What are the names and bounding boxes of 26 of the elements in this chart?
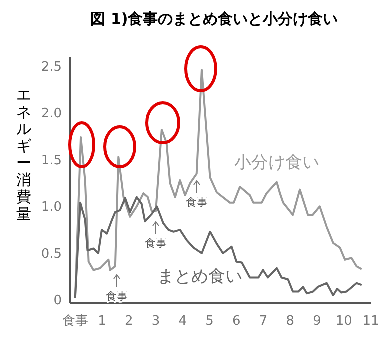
x-tick-label: 7 [259, 314, 268, 329]
annotation: 食事 [145, 236, 167, 250]
x-tick-label: 3 [152, 314, 160, 329]
x-tick-label: 4 [178, 314, 188, 329]
y-tick-label: 1.0 [41, 200, 62, 216]
series-label: まとめ食い [158, 267, 242, 287]
x-tick-label: 8 [286, 314, 295, 329]
x-tick-label: 食事 [62, 314, 88, 329]
y-tick-label: 0.5 [41, 246, 62, 262]
x-tick-label: 2 [124, 314, 134, 329]
x-tick-label: 6 [232, 314, 241, 329]
y-tick-label: 0 [54, 294, 62, 309]
y-tick-label: 2.5 [41, 60, 62, 75]
y-tick-label: 1.5 [41, 153, 62, 168]
x-tick-label: 10 [336, 314, 352, 329]
x-tick-label: 9 [313, 314, 322, 329]
x-tick-label: 5 [206, 314, 214, 329]
x-tick-label: 1 [98, 314, 106, 329]
chart-title: 図 1)食事のまとめ食いと小分け食い [90, 10, 338, 28]
x-tick-label: 11 [362, 314, 380, 329]
y-tick-label: 2.0 [41, 106, 62, 122]
line-series [74, 196, 363, 300]
annotation: 食事 [186, 196, 208, 209]
y-axis-title: エネルギー消費量 [16, 86, 32, 223]
annotation: 食事 [106, 290, 128, 303]
series-label: 小分け食い [234, 153, 320, 173]
